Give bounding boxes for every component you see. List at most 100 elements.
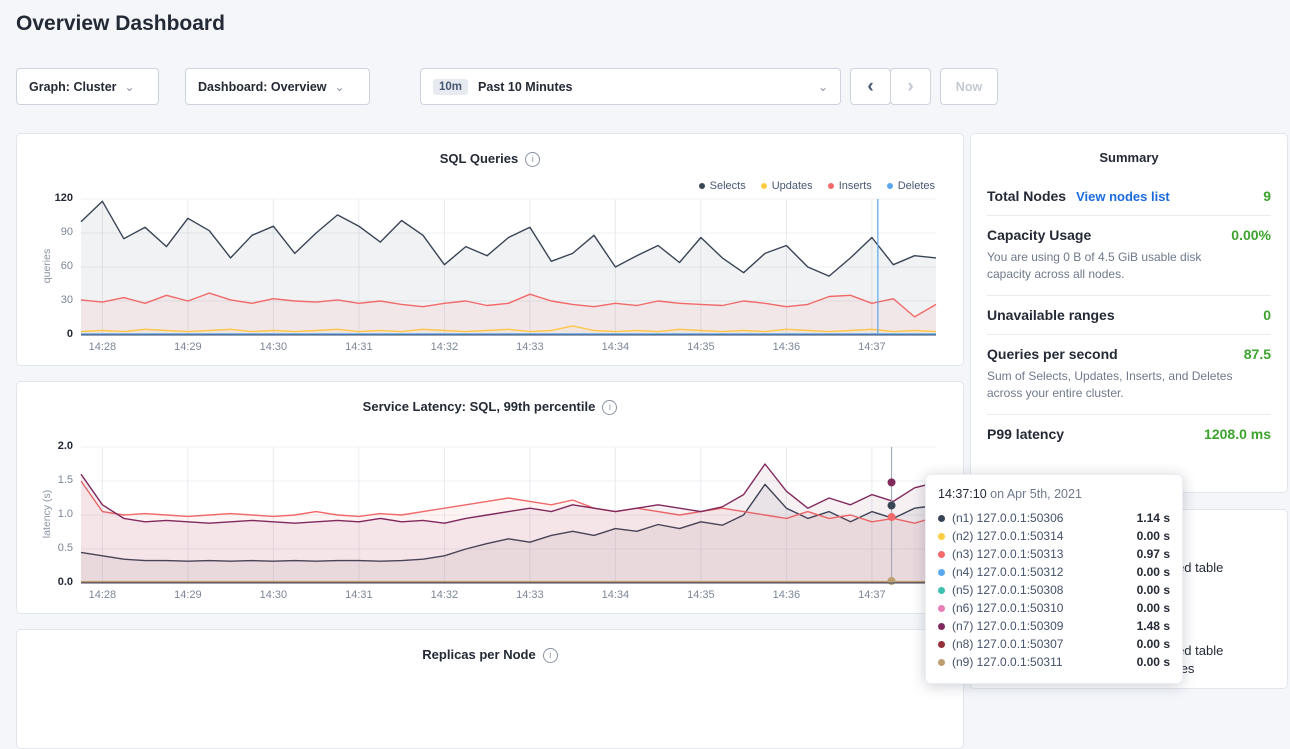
tooltip-timestamp: 14:37:10 on Apr 5th, 2021 xyxy=(938,487,1170,501)
x-tick-label: 14:37 xyxy=(858,589,886,601)
x-tick-label: 14:28 xyxy=(88,589,117,601)
summary-value: 0.00% xyxy=(1231,227,1271,243)
x-tick-label: 14:36 xyxy=(772,589,801,601)
y-tick-label: 120 xyxy=(54,192,73,204)
tooltip-node-label: (n7) 127.0.0.1:50309 xyxy=(952,619,1064,633)
summary-label: Capacity Usage xyxy=(987,227,1092,243)
view-nodes-link[interactable]: View nodes list xyxy=(1076,189,1170,204)
tooltip-row: (n8) 127.0.0.1:50307 0.00 s xyxy=(938,635,1170,653)
chart-plot-area[interactable]: 0 30 60 90 120 14:28 14:29 14:30 14:31 14:32 14:33… xyxy=(55,192,937,353)
time-range-label: Past 10 Minutes xyxy=(478,79,573,94)
chevron-down-icon: ⌄ xyxy=(124,79,135,94)
summary-panel: Summary Total Nodes View nodes list 9 Ca… xyxy=(970,133,1288,493)
y-tick-label: 1.0 xyxy=(57,508,73,520)
x-tick-label: 14:28 xyxy=(88,341,117,353)
chart-title-text: Replicas per Node xyxy=(422,647,536,662)
info-icon[interactable]: i xyxy=(525,152,541,167)
time-prev-button[interactable]: ‹ xyxy=(850,68,891,105)
chevron-down-icon: ⌄ xyxy=(334,79,345,94)
y-tick-label: 0.0 xyxy=(57,576,73,588)
chart-title: Replicas per Node i xyxy=(17,647,963,663)
chart-plot-area[interactable]: 0.0 0.5 1.0 1.5 2.0 14:28 14:29 14:30 14:31 14:32… xyxy=(58,440,937,601)
legend-dot xyxy=(698,183,705,189)
x-tick-label: 14:31 xyxy=(345,589,373,601)
dashboard-dropdown-label: Dashboard: Overview xyxy=(198,79,327,94)
tooltip-node-label: (n5) 127.0.0.1:50308 xyxy=(952,583,1064,597)
legend-item-inserts[interactable]: Inserts xyxy=(827,180,872,192)
y-tick-label: 0.5 xyxy=(57,542,73,554)
tooltip-node-label: (n1) 127.0.0.1:50306 xyxy=(952,511,1064,525)
tooltip-node-label: (n6) 127.0.0.1:50310 xyxy=(952,601,1064,615)
series-color-dot xyxy=(938,550,945,558)
x-tick-label: 14:29 xyxy=(174,341,202,353)
legend-dot xyxy=(886,183,893,189)
y-tick-label: 30 xyxy=(60,294,73,306)
tooltip-node-label: (n2) 127.0.0.1:50314 xyxy=(952,529,1064,543)
summary-row-qps: Queries per second 87.5 Sum of Selects, … xyxy=(987,335,1271,415)
info-icon[interactable]: i xyxy=(542,648,558,663)
summary-value: 87.5 xyxy=(1243,345,1271,362)
chart-title-text: Service Latency: SQL, 99th percentile xyxy=(362,399,596,414)
summary-value: 9 xyxy=(1263,188,1271,204)
tooltip-row: (n9) 127.0.0.1:50311 0.00 s xyxy=(938,653,1170,671)
time-range-picker[interactable]: 10m Past 10 Minutes ⌄ xyxy=(420,68,841,105)
tooltip-row: (n7) 127.0.0.1:50309 1.48 s xyxy=(938,617,1170,635)
series-color-dot xyxy=(938,514,945,522)
now-button[interactable]: Now xyxy=(940,68,998,105)
chart-legend: Selects Updates Inserts Deletes xyxy=(698,180,935,192)
page-title: Overview Dashboard xyxy=(16,12,225,35)
summary-title: Summary xyxy=(1099,150,1159,165)
legend-dot xyxy=(827,183,834,189)
x-tick-label: 14:34 xyxy=(601,589,630,601)
summary-label: Queries per second xyxy=(987,345,1118,362)
series-color-dot xyxy=(938,604,945,612)
chart-title: Service Latency: SQL, 99th percentile i xyxy=(17,399,963,415)
y-tick-label: 90 xyxy=(60,226,73,238)
x-tick-label: 14:33 xyxy=(516,341,544,353)
y-tick-label: 0 xyxy=(66,328,73,340)
summary-label: Total Nodes xyxy=(987,188,1067,204)
chart-title-text: SQL Queries xyxy=(439,151,519,166)
x-tick-label: 14:30 xyxy=(259,589,288,601)
summary-row-total-nodes: Total Nodes View nodes list 9 xyxy=(987,177,1271,216)
x-tick-label: 14:30 xyxy=(259,341,288,353)
legend-item-updates[interactable]: Updates xyxy=(760,180,813,192)
sql-queries-chart-card: SQL Queries i Selects Updates Inserts Delete… xyxy=(16,133,964,366)
x-tick-label: 14:34 xyxy=(601,341,630,353)
legend-item-deletes[interactable]: Deletes xyxy=(886,180,935,192)
time-next-button[interactable]: › xyxy=(890,68,931,105)
tooltip-node-value: 0.00 s xyxy=(1136,601,1170,615)
summary-row-unavailable-ranges: Unavailable ranges 0 xyxy=(987,296,1271,335)
chart-title: SQL Queries i xyxy=(17,151,963,167)
series-color-dot xyxy=(938,658,945,666)
tooltip-node-value: 0.97 s xyxy=(1136,547,1170,561)
tooltip-node-label: (n8) 127.0.0.1:50307 xyxy=(952,637,1064,651)
time-range-badge: 10m xyxy=(433,78,469,95)
summary-label: P99 latency xyxy=(987,425,1065,442)
tooltip-node-value: 0.00 s xyxy=(1136,583,1170,597)
x-tick-label: 14:32 xyxy=(430,589,459,601)
tooltip-date: on Apr 5th, 2021 xyxy=(990,487,1082,501)
x-tick-label: 14:37 xyxy=(858,341,886,353)
dashboard-dropdown[interactable]: Dashboard: Overview ⌄ xyxy=(185,68,370,105)
summary-description: Sum of Selects, Updates, Inserts, and De… xyxy=(987,368,1233,401)
replicas-per-node-chart-card: Replicas per Node i xyxy=(16,629,964,749)
x-tick-label: 14:29 xyxy=(174,589,202,601)
tooltip-node-value: 0.00 s xyxy=(1136,637,1170,651)
now-button-label: Now xyxy=(955,79,983,94)
legend-label: Updates xyxy=(771,180,813,192)
tooltip-row: (n3) 127.0.0.1:50313 0.97 s xyxy=(938,545,1170,563)
tooltip-node-label: (n9) 127.0.0.1:50311 xyxy=(952,655,1063,669)
info-icon[interactable]: i xyxy=(602,400,618,415)
legend-label: Selects xyxy=(709,180,746,192)
tooltip-node-label: (n3) 127.0.0.1:50313 xyxy=(952,547,1064,561)
legend-item-selects[interactable]: Selects xyxy=(698,180,746,192)
chevron-down-icon: ⌄ xyxy=(817,79,828,94)
tooltip-time: 14:37:10 xyxy=(938,487,987,501)
service-latency-chart-card: Service Latency: SQL, 99th percentile i l… xyxy=(16,381,964,614)
legend-dot xyxy=(760,183,767,189)
summary-description: You are using 0 B of 4.5 GiB usable disk… xyxy=(987,250,1202,282)
graph-dropdown[interactable]: Graph: Cluster ⌄ xyxy=(16,68,159,105)
tooltip-node-value: 0.00 s xyxy=(1136,529,1170,543)
x-tick-label: 14:32 xyxy=(430,341,459,353)
